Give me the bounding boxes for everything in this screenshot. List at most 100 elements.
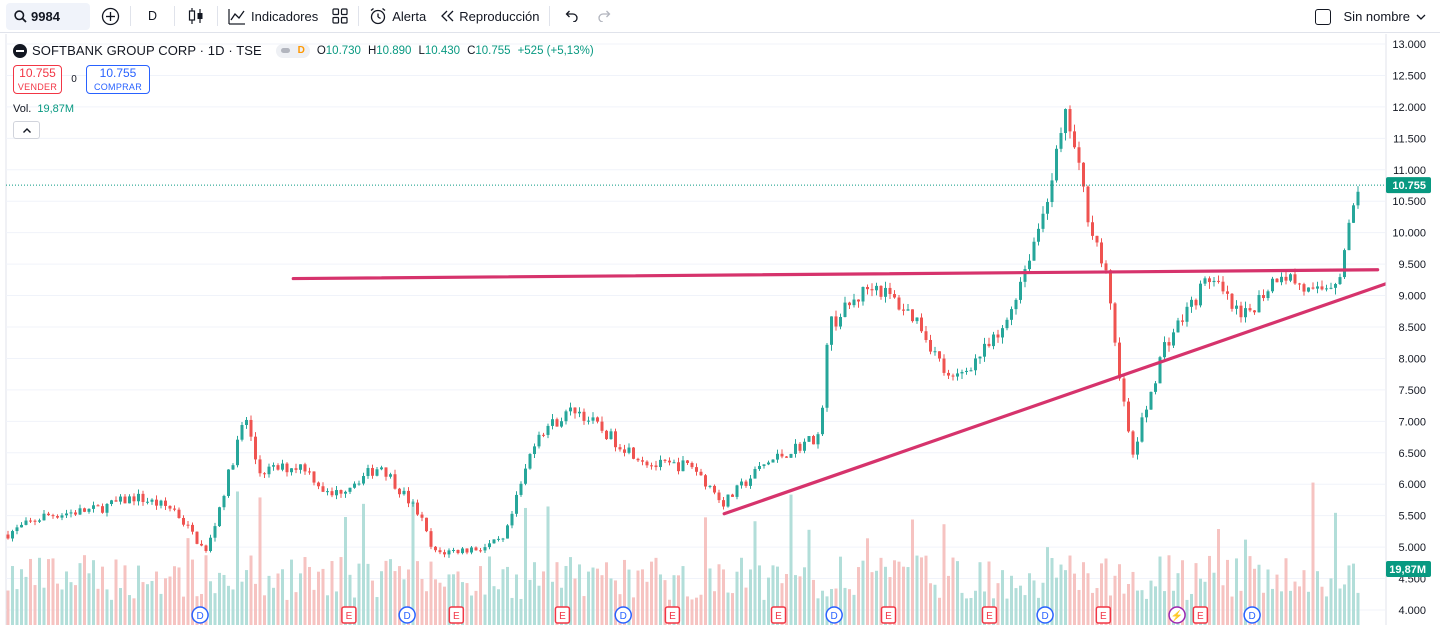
chart-type-button[interactable] [178,0,214,33]
grid-layout-icon [332,8,348,24]
interval-button[interactable]: D [134,0,171,33]
candle-body [1352,205,1355,223]
earnings-marker-box [341,606,357,624]
candle-body [1064,109,1067,134]
volume-bar [974,590,977,625]
candle-body [924,331,928,340]
candle-body [569,407,572,412]
undo-button[interactable] [553,0,588,33]
candle-body [470,547,473,553]
buy-button[interactable]: 10.755 COMPRAR [86,65,150,94]
price-axis[interactable] [1386,34,1440,625]
layouts-button[interactable] [325,0,355,33]
layout-checkbox[interactable] [1314,8,1331,25]
candle-body [272,465,275,467]
collapse-legend-button[interactable] [13,121,40,139]
candle-body [434,546,437,551]
candle-body [560,421,563,427]
event-marker-e[interactable]: E [880,606,897,624]
candle-body [114,500,118,502]
plot-area[interactable] [6,34,1385,625]
volume-bar [956,561,959,625]
candle-body [1235,305,1238,309]
candle-body [474,547,478,551]
candle-body [938,351,941,359]
data-status-badge[interactable]: D [275,43,310,58]
volume-bar [155,571,158,625]
event-marker-letter: D [831,611,838,622]
event-marker-e[interactable]: E [1095,606,1112,624]
alert-button[interactable]: Alerta [362,0,433,33]
earnings-marker-box [770,606,787,624]
event-marker-d[interactable]: D [614,606,632,624]
candle-body [749,478,752,486]
volume-bar [339,557,343,625]
legend-title[interactable]: SOFTBANK GROUP CORP · 1D · TSE [32,43,262,58]
candle-body [1253,310,1256,313]
volume-bar [1019,585,1022,625]
candle-body [870,289,874,291]
volume-bar [1131,571,1135,625]
candle-body [789,453,793,458]
candle-body [1095,235,1099,243]
candle-body [398,488,401,495]
volume-bar [785,574,788,625]
candle-body [416,502,419,515]
volume-bar [375,597,379,625]
candle-body [258,459,262,474]
candle-body [227,469,230,496]
event-marker-d[interactable]: D [1036,606,1054,624]
volume-bar [465,583,469,625]
event-marker-d[interactable]: D [1243,606,1261,624]
candle-body [281,463,284,470]
candle-body [1055,148,1058,181]
trendline-resistance[interactable] [291,268,1380,281]
event-marker-d[interactable]: D [398,606,416,624]
symbol-search-button[interactable]: 9984 [6,2,90,30]
trendline-support[interactable] [722,263,1440,516]
indicators-button[interactable]: Indicadores [221,0,325,33]
price-axis-tick-label: 7.000 [1398,416,1426,428]
redo-button[interactable] [588,0,623,33]
volume-bar [713,591,716,625]
volume-bar [1190,593,1193,625]
event-marker-e[interactable]: E [770,606,787,624]
candle-body [600,421,604,431]
layout-name-area[interactable]: Sin nombre [1314,0,1428,33]
event-marker-letter: E [1197,611,1204,622]
event-marker-e[interactable]: E [664,606,681,624]
candle-body [1163,342,1166,358]
price-change: +525 (+5,13%) [517,44,594,57]
price-axis-tick-label: 6.000 [1398,479,1426,491]
replay-button[interactable]: Reproducción [433,0,546,33]
chevron-down-icon[interactable] [1414,12,1428,22]
low-value: 10.430 [424,44,461,57]
compare-button[interactable] [94,0,127,33]
sell-button[interactable]: 10.755 VENDER [13,65,62,94]
event-marker-d[interactable]: D [191,606,209,624]
volume-legend[interactable]: Vol. 19,87M [13,103,74,115]
event-marker-e[interactable]: E [341,606,357,624]
event-marker-letter: E [986,611,993,622]
volume-bar [551,581,554,625]
event-marker-d[interactable]: D [825,606,843,624]
volume-bar [128,595,131,625]
candle-body [110,500,113,505]
volume-bar [911,519,914,625]
event-marker-s[interactable]: ⚡ [1168,606,1186,624]
volume-bar [42,587,46,625]
price-chart[interactable]: D E D E E D E E D E E D E ⚡ E D 13.000 12.500 12.000 11.500… [0,34,1440,625]
candle-body [794,443,797,454]
event-marker-e[interactable]: E [1192,606,1209,624]
candle-body [699,471,703,476]
volume-bar [1185,599,1189,625]
volume-bar [960,592,964,625]
volume-bar [483,594,487,625]
volume-bar [663,580,667,625]
candle-body [1320,286,1324,290]
volume-bar [533,562,536,625]
event-marker-e[interactable]: E [448,606,465,624]
volume-bar [1118,564,1121,625]
event-marker-e[interactable]: E [554,606,571,624]
event-marker-e[interactable]: E [981,606,998,624]
